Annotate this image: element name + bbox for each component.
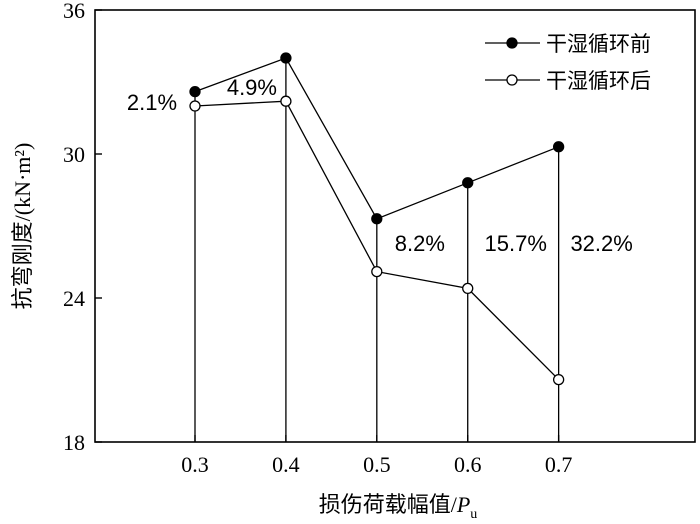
annotation-2: 8.2% <box>395 231 445 256</box>
plot-frame <box>94 9 696 443</box>
x-tick-label-3: 0.6 <box>454 452 482 477</box>
series-1-point-4 <box>552 373 565 386</box>
x-tick-label-2: 0.5 <box>363 452 391 477</box>
x-axis-label: 损伤荷载幅值/Pu <box>319 492 478 522</box>
series-0-point-2 <box>371 213 383 225</box>
x-tick-label-0: 0.3 <box>181 452 209 477</box>
axis-ticks: 0.3 0.4 0.5 0.6 0.7 18 24 30 36 <box>63 0 572 477</box>
annotation-1: 4.9% <box>227 75 277 100</box>
series-1-point-3 <box>462 282 474 295</box>
annotation-3: 15.7% <box>485 231 547 256</box>
y-axis-label: 抗弯刚度/(kN·m²) <box>10 143 35 310</box>
y-tick-label-2: 30 <box>63 142 85 167</box>
x-axis-label-subscript: u <box>470 507 477 522</box>
series-1-point-0 <box>189 100 201 112</box>
annotation-4: 32.2% <box>570 231 632 256</box>
x-axis-label-symbol: P <box>456 492 470 517</box>
x-axis-label-main: 损伤荷载幅值/ <box>319 492 458 517</box>
legend-label-before: 干湿循环前 <box>546 32 651 56</box>
drop-lines <box>194 58 560 442</box>
annotations: 2.1% 4.9% 8.2% 15.7% 32.2% <box>127 75 633 256</box>
y-tick-label-0: 18 <box>63 430 85 455</box>
series-0-point-1 <box>280 52 292 64</box>
series-0-point-3 <box>462 177 474 189</box>
annotation-0: 2.1% <box>127 90 177 115</box>
legend-label-after: 干湿循环后 <box>546 69 651 93</box>
x-tick-label-1: 0.4 <box>272 452 300 477</box>
series-1-point-1 <box>280 95 292 107</box>
legend: 干湿循环前 干湿循环后 <box>485 32 651 93</box>
y-tick-label-3: 36 <box>63 0 85 23</box>
series-0-point-0 <box>189 85 201 98</box>
series-group <box>189 52 565 386</box>
x-tick-label-4: 0.7 <box>545 452 573 477</box>
series-0-point-4 <box>552 141 565 153</box>
legend-marker-before <box>506 37 518 49</box>
legend-marker-after <box>506 74 518 86</box>
y-tick-label-1: 24 <box>63 286 85 311</box>
series-1-point-2 <box>371 265 383 278</box>
